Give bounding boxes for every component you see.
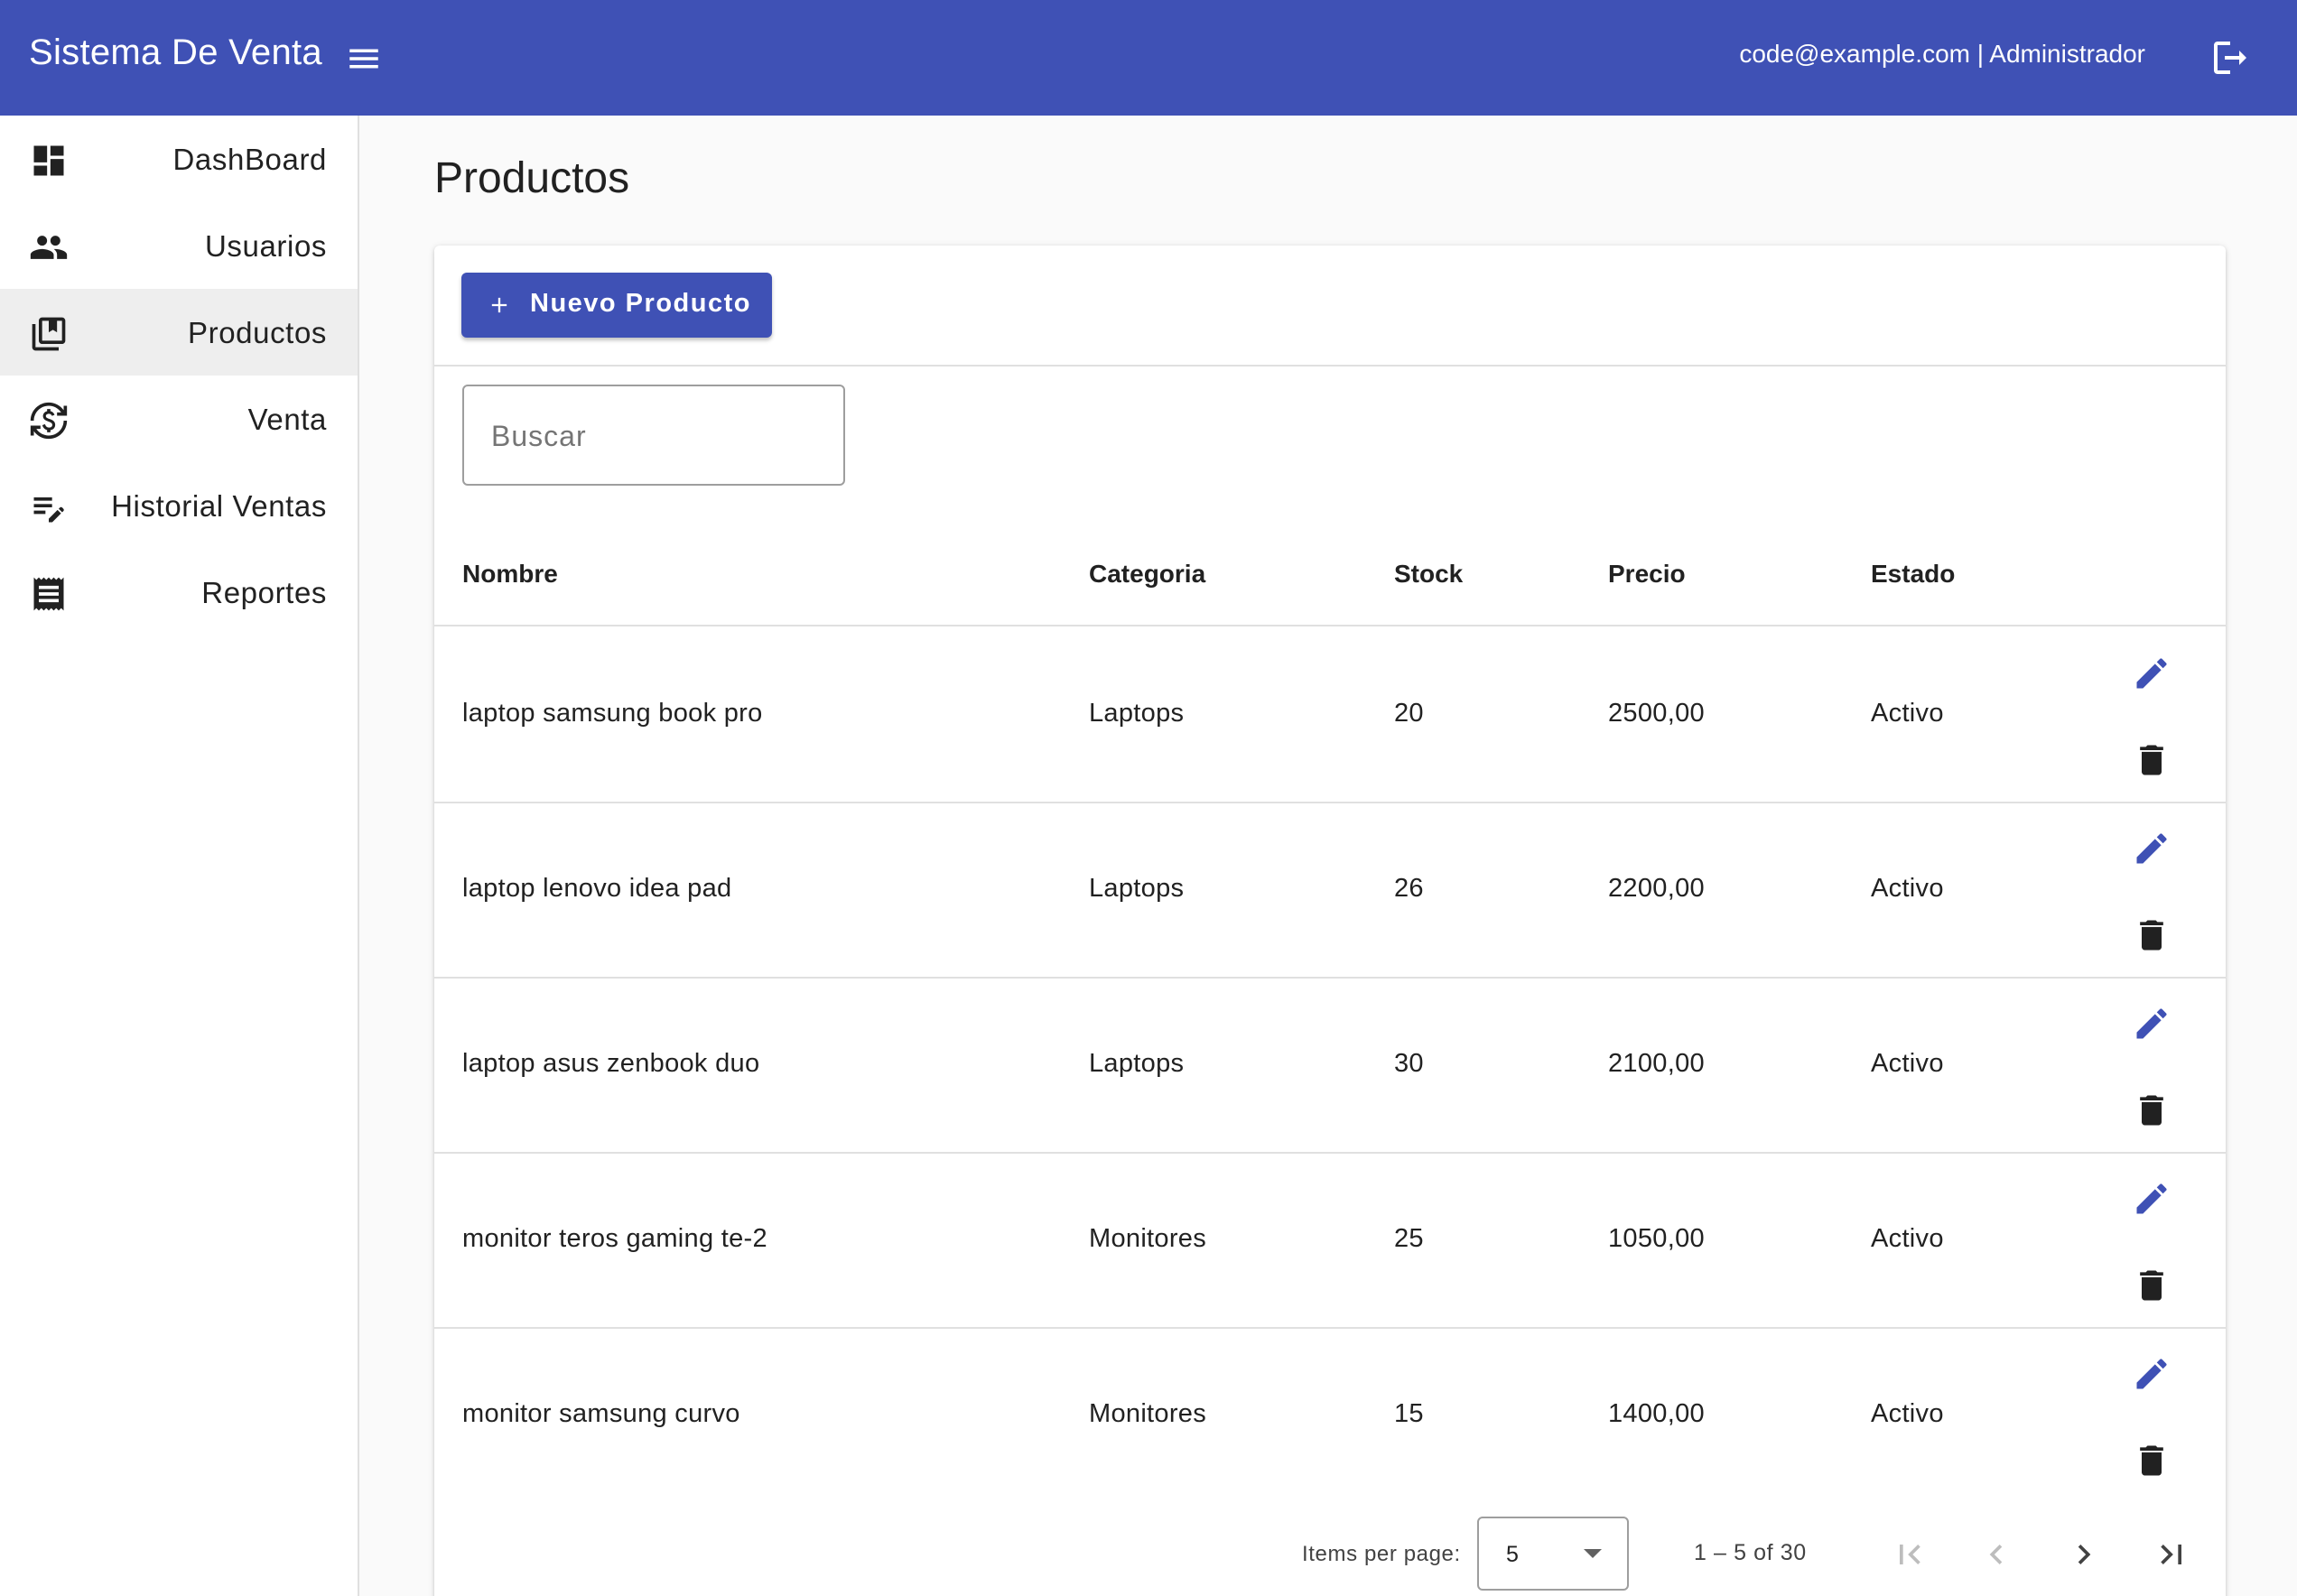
cell-categoria: Laptops [1089,699,1185,728]
user-info: code@example.com | Administrador [1739,40,2145,68]
edit-icon[interactable] [2132,1004,2171,1044]
delete-icon[interactable] [2132,1090,2171,1130]
previous-page-icon[interactable] [1976,1535,2016,1574]
sidebar-item-label: Productos [188,316,327,349]
app-title: Sistema De Venta [29,32,322,72]
cell-estado: Activo [1871,874,1944,903]
logout-icon[interactable] [2209,36,2252,79]
cell-precio: 1400,00 [1608,1399,1705,1428]
people-icon [29,227,69,267]
column-header-stock[interactable]: Stock [1394,560,1464,588]
cell-estado: Activo [1871,699,1944,728]
cell-categoria: Laptops [1089,874,1185,903]
add-icon [487,292,512,318]
sidebar-item-dashboard[interactable]: DashBoard [0,116,358,202]
search-field[interactable] [462,385,845,486]
sidebar-item-venta[interactable]: Venta [0,376,358,462]
range-label: 1 – 5 of 30 [1694,1540,1807,1565]
sidebar-item-usuarios[interactable]: Usuarios [0,202,358,289]
column-header-precio[interactable]: Precio [1608,560,1686,588]
delete-icon[interactable] [2132,740,2171,780]
paginator: Items per page: 5 1 – 5 of 30 [434,1504,2226,1594]
cell-stock: 30 [1394,1049,1424,1078]
sidebar-item-label: Reportes [201,576,327,609]
cell-nombre: monitor teros gaming te-2 [462,1224,767,1253]
cell-nombre: monitor samsung curvo [462,1399,740,1428]
cell-estado: Activo [1871,1224,1944,1253]
first-page-icon[interactable] [1890,1535,1930,1574]
sidebar-item-historial-ventas[interactable]: Historial Ventas [0,462,358,549]
dashboard-icon [29,141,69,181]
cell-stock: 15 [1394,1399,1424,1428]
next-page-icon[interactable] [2064,1535,2104,1574]
items-per-page-value: 5 [1506,1542,1519,1567]
sidebar-item-productos[interactable]: Productos [0,289,358,376]
delete-icon[interactable] [2132,915,2171,955]
sidebar: DashBoard Usuarios Productos Venta Histo… [0,116,359,1596]
edit-note-icon [29,487,69,527]
products-card: Nuevo Producto Nombre Categoria Stock Pr… [434,246,2226,1596]
cell-precio: 2100,00 [1608,1049,1705,1078]
hamburger-menu-icon[interactable] [345,40,383,78]
new-product-label: Nuevo Producto [530,289,751,318]
edit-icon[interactable] [2132,829,2171,868]
edit-icon[interactable] [2132,1179,2171,1219]
table-row: monitor teros gaming te-2 Monitores 25 1… [434,1154,2226,1329]
divider [434,365,2226,367]
sidebar-item-label: DashBoard [172,143,327,176]
table-row: monitor samsung curvo Monitores 15 1400,… [434,1329,2226,1504]
search-input[interactable] [491,413,825,459]
cell-precio: 1050,00 [1608,1224,1705,1253]
sidebar-item-label: Historial Ventas [111,489,327,523]
library-books-icon [29,314,69,354]
cell-stock: 25 [1394,1224,1424,1253]
table-row: laptop lenovo idea pad Laptops 26 2200,0… [434,803,2226,979]
top-toolbar: Sistema De Venta code@example.com | Admi… [0,0,2297,116]
delete-icon[interactable] [2132,1266,2171,1305]
table-row: laptop asus zenbook duo Laptops 30 2100,… [434,979,2226,1154]
cell-estado: Activo [1871,1399,1944,1428]
items-per-page-select[interactable]: 5 [1477,1517,1629,1591]
sidebar-item-reportes[interactable]: Reportes [0,549,358,636]
column-header-categoria[interactable]: Categoria [1089,560,1206,588]
column-header-estado[interactable]: Estado [1871,560,1956,588]
delete-icon[interactable] [2132,1441,2171,1480]
items-per-page-label: Items per page: [1302,1542,1461,1566]
cell-nombre: laptop samsung book pro [462,699,763,728]
cell-precio: 2500,00 [1608,699,1705,728]
cell-precio: 2200,00 [1608,874,1705,903]
cell-nombre: laptop asus zenbook duo [462,1049,760,1078]
page-title: Productos [434,154,630,202]
edit-icon[interactable] [2132,1354,2171,1394]
cell-categoria: Monitores [1089,1399,1207,1428]
table-header-row: Nombre Categoria Stock Precio Estado [434,525,2226,626]
cell-nombre: laptop lenovo idea pad [462,874,732,903]
cell-categoria: Laptops [1089,1049,1185,1078]
receipt-icon [29,574,69,614]
sidebar-item-label: Usuarios [204,229,327,263]
new-product-button[interactable]: Nuevo Producto [461,273,772,338]
edit-icon[interactable] [2132,654,2171,693]
table-row: laptop samsung book pro Laptops 20 2500,… [434,628,2226,803]
column-header-nombre[interactable]: Nombre [462,560,558,588]
sidebar-item-label: Venta [247,403,327,436]
cell-stock: 26 [1394,874,1424,903]
cell-categoria: Monitores [1089,1224,1207,1253]
currency-exchange-icon [29,401,69,441]
dropdown-arrow-icon [1584,1549,1602,1558]
cell-estado: Activo [1871,1049,1944,1078]
last-page-icon[interactable] [2152,1535,2191,1574]
cell-stock: 20 [1394,699,1424,728]
